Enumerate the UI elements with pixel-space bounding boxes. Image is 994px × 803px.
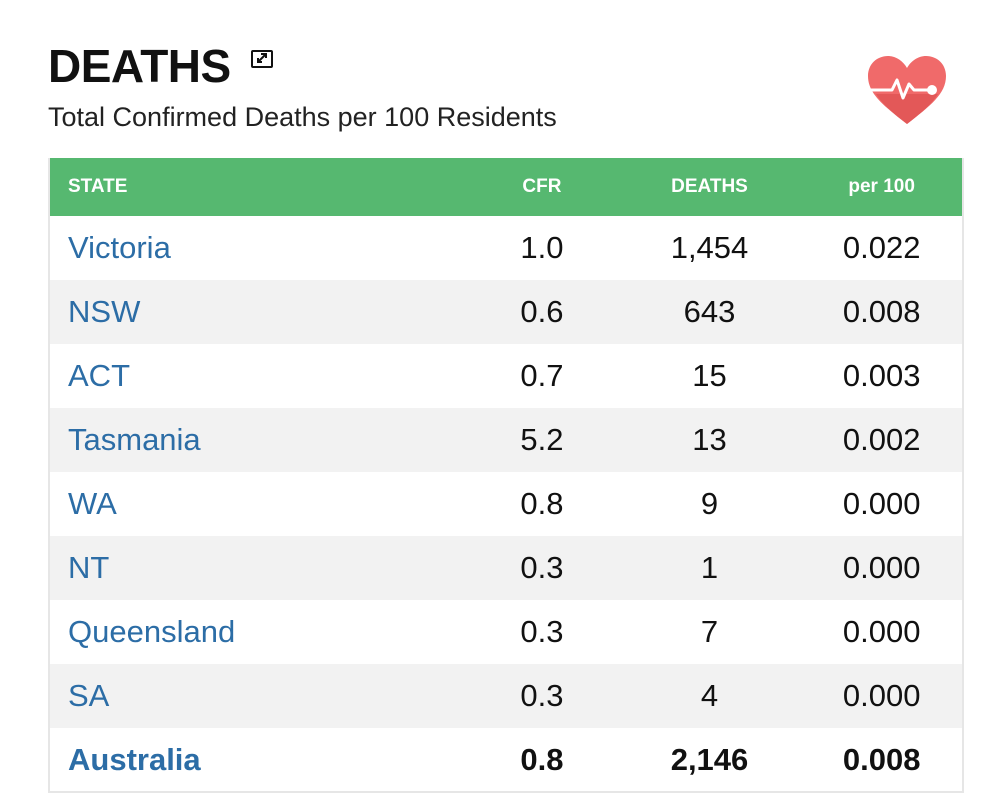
state-cell: NT (49, 536, 466, 600)
column-header-cfr[interactable]: CFR (522, 176, 562, 197)
column-header-deaths[interactable]: DEATHS (671, 176, 748, 197)
per100-cell: 0.002 (842, 422, 921, 457)
deaths-cell: 1,454 (670, 230, 749, 265)
state-cell: Victoria (49, 216, 466, 280)
state-cell: NSW (49, 280, 466, 344)
deaths-cell: 15 (692, 358, 727, 393)
per100-cell: 0.000 (842, 678, 921, 713)
state-cell: SA (49, 664, 466, 728)
per100-cell: 0.022 (842, 230, 921, 265)
cfr-cell: 0.3 (520, 550, 564, 585)
table-header-row: STATE CFR DEATHS per 100 (49, 158, 963, 216)
table-row: NT 0.3 1 0.000 (49, 536, 963, 600)
cfr-cell: 5.2 (520, 422, 564, 457)
per100-cell: 0.008 (842, 294, 921, 329)
per100-cell: 0.003 (842, 358, 921, 393)
deaths-cell: 4 (700, 678, 719, 713)
deaths-cell: 9 (700, 486, 719, 521)
state-cell: ACT (49, 344, 466, 408)
state-link[interactable]: NSW (68, 294, 141, 329)
column-header-per100[interactable]: per 100 (848, 176, 915, 197)
per100-cell: 0.008 (842, 741, 921, 777)
state-cell: Tasmania (49, 408, 466, 472)
cfr-cell: 0.6 (520, 294, 564, 329)
table-row: Tasmania 5.2 13 0.002 (49, 408, 963, 472)
title-row: DEATHS (48, 40, 557, 92)
expand-icon (256, 53, 267, 63)
column-header-state[interactable]: STATE (68, 176, 128, 197)
table-row: SA 0.3 4 0.000 (49, 664, 963, 728)
table-row: WA 0.8 9 0.000 (49, 472, 963, 536)
cfr-cell: 0.8 (520, 486, 564, 521)
cfr-cell: 1.0 (520, 230, 564, 265)
table-row: Victoria 1.0 1,454 0.022 (49, 216, 963, 280)
per100-cell: 0.000 (842, 550, 921, 585)
table-row: ACT 0.7 15 0.003 (49, 344, 963, 408)
cfr-cell: 0.8 (520, 741, 564, 777)
per100-cell: 0.000 (842, 614, 921, 649)
state-link[interactable]: Queensland (68, 614, 236, 649)
cfr-cell: 0.7 (520, 358, 564, 393)
header: DEATHS Total Confirmed Deaths per 100 Re… (48, 40, 557, 133)
state-cell: WA (49, 472, 466, 536)
cfr-cell: 0.3 (520, 678, 564, 713)
state-link[interactable]: ACT (68, 358, 130, 393)
per100-cell: 0.000 (842, 486, 921, 521)
deaths-cell: 643 (683, 294, 736, 329)
state-link[interactable]: SA (68, 678, 110, 713)
state-cell: Australia (49, 728, 466, 792)
heart-pulse-icon (866, 56, 946, 124)
table-row: NSW 0.6 643 0.008 (49, 280, 963, 344)
state-link-total[interactable]: Australia (68, 741, 201, 777)
page-title: DEATHS (48, 40, 231, 92)
table-row: Queensland 0.3 7 0.000 (49, 600, 963, 664)
deaths-table: STATE CFR DEATHS per 100 Victoria 1.0 1,… (48, 158, 964, 793)
state-link[interactable]: Tasmania (68, 422, 201, 457)
deaths-cell: 13 (692, 422, 727, 457)
expand-button[interactable] (250, 50, 273, 68)
deaths-cell: 2,146 (670, 741, 749, 777)
cfr-cell: 0.3 (520, 614, 564, 649)
total-row: Australia 0.8 2,146 0.008 (49, 728, 963, 792)
state-link[interactable]: Victoria (68, 230, 171, 265)
deaths-cell: 7 (700, 614, 719, 649)
state-link[interactable]: WA (68, 486, 117, 521)
deaths-cell: 1 (700, 550, 719, 585)
page-subtitle: Total Confirmed Deaths per 100 Residents (48, 102, 557, 132)
state-cell: Queensland (49, 600, 466, 664)
state-link[interactable]: NT (68, 550, 110, 585)
